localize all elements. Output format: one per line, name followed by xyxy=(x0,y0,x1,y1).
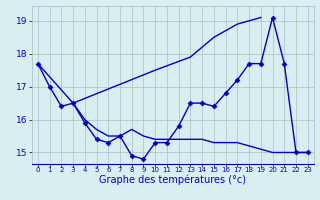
X-axis label: Graphe des températures (°c): Graphe des températures (°c) xyxy=(99,175,246,185)
